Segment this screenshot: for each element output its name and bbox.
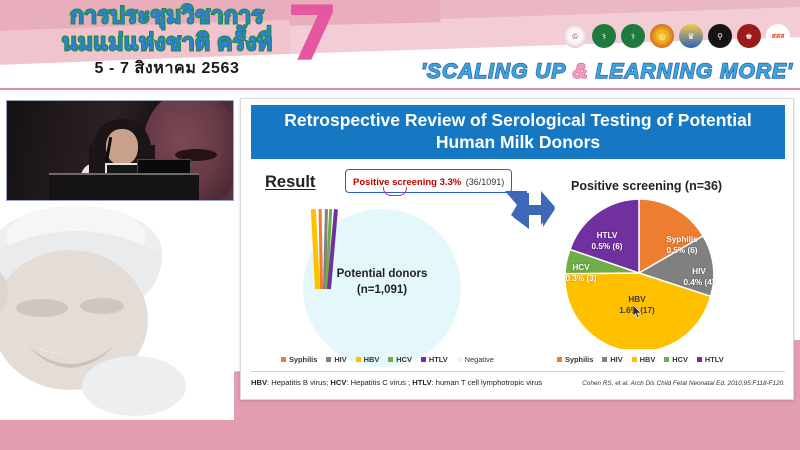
- green-health-logo-2: ⚕: [621, 24, 645, 48]
- conference-header: การประชุมวิชาการ นมแม่แห่งชาติ ครั้งที่ …: [0, 0, 800, 90]
- legend-label-hiv: HIV: [334, 355, 347, 364]
- legend-label-hcv-right: HCV: [672, 355, 688, 364]
- fn-htlv-key: HTLV: [412, 378, 432, 387]
- legend-item-hbv-right: HBV: [631, 355, 656, 364]
- positive-screening-callout: Positive screening 3.3% (36/1091): [345, 169, 513, 193]
- legend-item-hcv: HCV: [388, 355, 412, 364]
- presenter-video-feed[interactable]: [6, 100, 234, 201]
- pie-right-legend: Syphilis HIV HBV HCV HTLV: [557, 355, 724, 364]
- legend-label-hiv-right: HIV: [610, 355, 623, 364]
- mouse-pointer-icon: [633, 305, 642, 318]
- conference-tagline: 'SCALING UP & LEARNING MORE': [355, 59, 793, 84]
- legend-item-syphilis: Syphilis: [281, 355, 317, 364]
- fn-hcv-def: : Hepatitis C virus ;: [346, 378, 413, 387]
- pie-left-center-label: Potential donors (n=1,091): [297, 267, 467, 298]
- tagline-part-1: 'SCALING UP: [420, 59, 573, 83]
- legend-item-hbv: HBV: [355, 355, 380, 364]
- slice-label-syphilis: Syphilis 0.5% (6): [666, 235, 698, 255]
- tagline-part-2: LEARNING MORE': [588, 59, 793, 83]
- legend-label-htlv: HTLV: [428, 355, 448, 364]
- royal-crest-logo: ♛: [679, 24, 703, 48]
- baby-watermark-svg: [0, 196, 234, 420]
- legend-item-hiv-right: HIV: [602, 355, 623, 364]
- abbreviation-note: HBV: Hepatitis B virus; HCV: Hepatitis C…: [251, 378, 542, 387]
- legend-item-hcv-right: HCV: [664, 355, 688, 364]
- conference-thai-title: การประชุมวิชาการ นมแม่แห่งชาติ ครั้งที่ …: [22, 2, 312, 77]
- presenter-face: [106, 129, 138, 165]
- slide-footnote-divider: [251, 371, 785, 372]
- result-heading: Result: [265, 173, 316, 191]
- slide-title: Retrospective Review of Serological Test…: [251, 105, 785, 159]
- slice-label-htlv: HTLV 0.5% (6): [591, 231, 623, 251]
- ministry-emblem-logo: ◎: [650, 24, 674, 48]
- garuda-crest-logo: ♚: [737, 24, 761, 48]
- citation: Cohen RS, et al. Arch Dis Child Fetal Ne…: [582, 380, 785, 387]
- slice-hiv: [637, 234, 715, 298]
- fn-hbv-def: : Hepatitis B virus;: [267, 378, 331, 387]
- slice-label-hcv: HCV 0.3% (3): [565, 263, 597, 283]
- presentation-slide[interactable]: Retrospective Review of Serological Test…: [240, 98, 794, 400]
- slice-htlv: [569, 198, 640, 275]
- podium: [49, 173, 199, 200]
- pie-left-legend: Syphilis HIV HBV HCV HTLV Negative: [281, 355, 494, 364]
- legend-label-hcv: HCV: [396, 355, 412, 364]
- legend-label-syphilis-right: Syphilis: [565, 355, 594, 364]
- university-seal-logo: ⚲: [708, 24, 732, 48]
- legend-label-hbv-right: HBV: [639, 355, 656, 364]
- tagline-ampersand: &: [572, 59, 589, 83]
- legend-label-syphilis: Syphilis: [289, 355, 318, 364]
- baby-watermark-image: [0, 196, 236, 420]
- slice-syphilis: [638, 198, 705, 275]
- callout-fraction: (36/1091): [465, 177, 505, 187]
- legend-label-htlv-right: HTLV: [704, 355, 724, 364]
- callout-pointer: [383, 187, 407, 196]
- pie-left-label-line-1: Potential donors: [336, 268, 428, 280]
- header-divider: [0, 88, 800, 90]
- legend-item-htlv: HTLV: [420, 355, 448, 364]
- conference-date: 5 - 7 สิงหาคม 2563: [94, 60, 240, 77]
- legend-label-negative: Negative: [464, 355, 494, 364]
- thai-title-line-2: นมแม่แห่งชาติ ครั้งที่: [61, 29, 273, 55]
- green-health-logo-1: ⚕: [592, 24, 616, 48]
- pie-left-label-line-2: (n=1,091): [356, 283, 408, 296]
- slide-footnote: HBV: Hepatitis B virus; HCV: Hepatitis C…: [251, 378, 785, 387]
- video-overlay-eye: [175, 149, 217, 161]
- fn-hbv-key: HBV: [251, 378, 268, 387]
- fn-htlv-def: : human T cell lymphotropic virus: [431, 378, 543, 387]
- legend-label-hbv: HBV: [363, 355, 380, 364]
- slice-label-hbv: HBV 1.6% (17): [619, 295, 655, 315]
- fn-hcv-key: HCV: [330, 378, 347, 387]
- organization-logos: ♔ ⚕ ⚕ ◎ ♛ ⚲ ♚ สสส: [563, 24, 790, 48]
- legend-item-negative: Negative: [456, 355, 494, 364]
- thai-title-line-1: การประชุมวิชาการ: [69, 2, 265, 28]
- legend-item-htlv-right: HTLV: [696, 355, 724, 364]
- slice-label-hiv: HIV 0.4% (4): [683, 267, 715, 287]
- callout-highlight: Positive screening 3.3%: [353, 177, 462, 188]
- pie-right-title: Positive screening (n=36): [571, 179, 723, 193]
- edition-number: 7: [286, 0, 339, 78]
- royal-emblem-logo: ♔: [563, 24, 587, 48]
- blue-down-right-arrow-icon: [505, 191, 555, 229]
- thaihealth-sss-logo: สสส: [766, 24, 790, 48]
- legend-item-syphilis-right: Syphilis: [557, 355, 593, 364]
- legend-item-hiv: HIV: [326, 355, 347, 364]
